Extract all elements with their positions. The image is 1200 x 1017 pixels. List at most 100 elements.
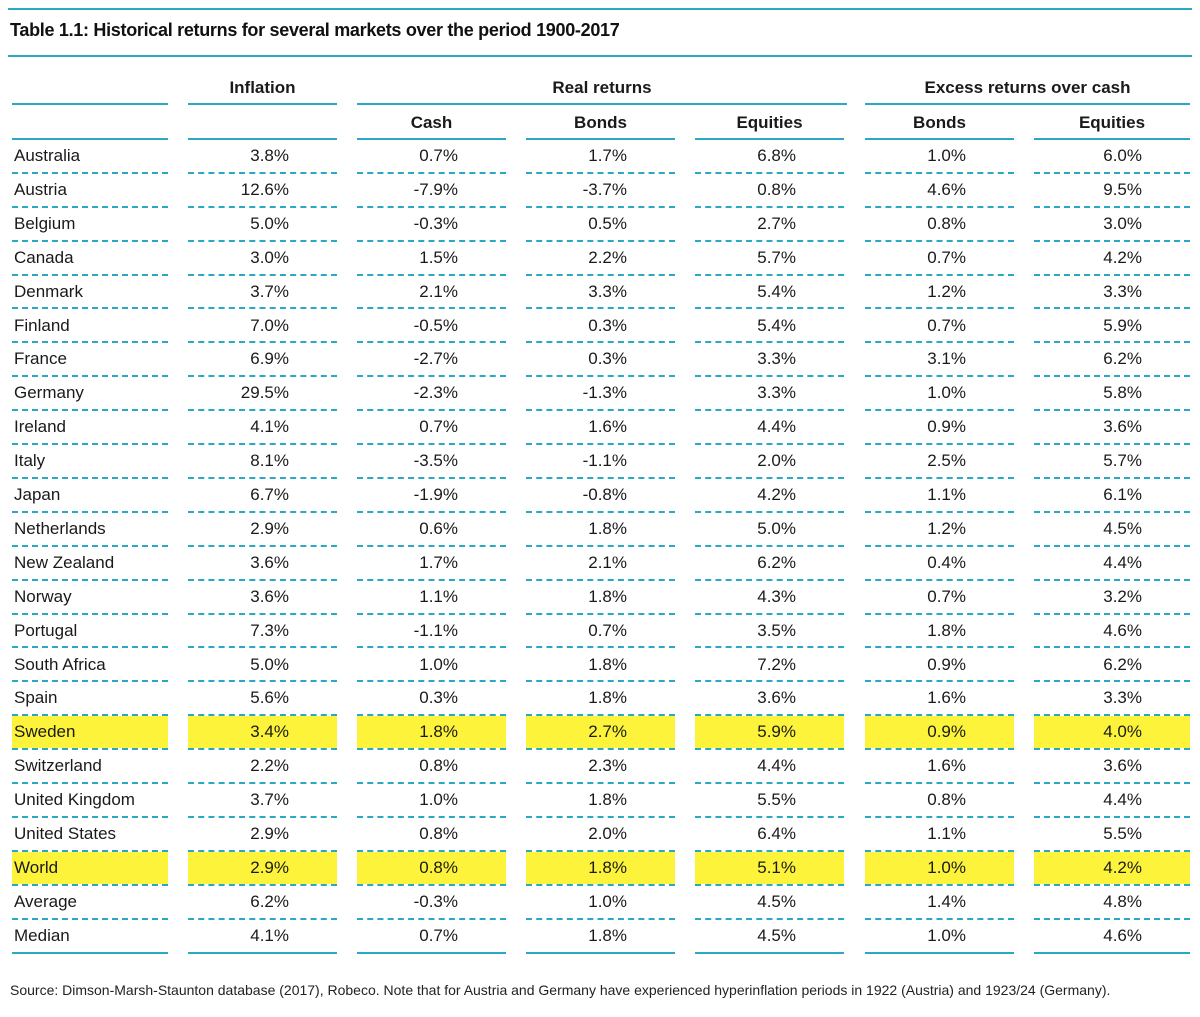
cash-value: 0.6% — [419, 518, 458, 538]
table-title: Table 1.1: Historical returns for severa… — [10, 20, 620, 40]
equities-excess-value: 6.1% — [1103, 485, 1142, 504]
row-rule-dashed — [12, 612, 168, 615]
equities-excess-cell: 4.6% — [1034, 920, 1190, 954]
row-rule-dashed — [188, 680, 337, 683]
row-rule-dashed — [357, 239, 506, 242]
row-rule-dashed — [526, 476, 675, 479]
table-row: Japan 6.7% -1.9% -0.8% 4.2% 1.1% 6.1% — [0, 479, 1200, 513]
row-rule-dashed — [1034, 307, 1190, 310]
bonds-excess-cell: 1.1% — [865, 818, 1014, 852]
row-rule-dashed — [188, 544, 337, 547]
equities-real-cell: 3.3% — [695, 377, 844, 412]
row-rule-dashed — [12, 782, 168, 785]
cash-value: -2.7% — [413, 349, 458, 369]
bonds-real-value: -3.7% — [582, 179, 627, 199]
country-label: Belgium — [14, 213, 76, 233]
row-rule-dashed — [188, 578, 337, 581]
inflation-value: 6.7% — [250, 485, 289, 504]
inflation-cell: 12.6% — [188, 174, 337, 208]
row-rule-dashed — [526, 883, 675, 886]
bonds-real-value: 1.8% — [588, 790, 627, 810]
country-cell: Italy — [12, 445, 168, 479]
row-rule-solid — [526, 951, 675, 954]
cash-value: 1.8% — [419, 722, 458, 742]
equities-excess-value: 4.4% — [1103, 790, 1142, 810]
inflation-value: 2.9% — [250, 518, 289, 538]
row-rule-dashed — [526, 171, 675, 174]
country-label: New Zealand — [14, 552, 115, 572]
bonds-excess-value: 1.1% — [927, 485, 966, 504]
row-rule-dashed — [865, 510, 1014, 513]
bonds-excess-value: 0.7% — [927, 586, 966, 606]
row-rule-dashed — [695, 815, 844, 818]
inflation-value: 5.0% — [250, 213, 289, 233]
row-rule-dashed — [865, 409, 1014, 412]
country-label: Austria — [14, 179, 67, 199]
equities-excess-cell: 3.6% — [1034, 411, 1190, 446]
cash-cell: -7.9% — [357, 174, 506, 208]
inflation-cell: 2.9% — [188, 818, 337, 852]
equities-real-value: 5.4% — [757, 315, 796, 335]
bonds-real-value: 0.3% — [588, 349, 627, 369]
cash-cell: -2.3% — [357, 377, 506, 412]
equities-excess-cell: 3.0% — [1034, 208, 1190, 242]
equities-excess-cell: 9.5% — [1034, 174, 1190, 208]
cash-cell: -0.3% — [357, 886, 506, 920]
country-cell: Norway — [12, 581, 168, 615]
cash-cell: 0.8% — [357, 818, 506, 852]
equities-excess-value: 3.6% — [1103, 417, 1142, 437]
row-rule-dashed — [12, 205, 168, 208]
equities-excess-cell: 6.0% — [1034, 140, 1190, 174]
equities-excess-cell: 3.3% — [1034, 276, 1190, 310]
equities-excess-cell: 4.6% — [1034, 615, 1190, 649]
equities-real-cell: 5.4% — [695, 276, 844, 310]
country-cell: Sweden — [12, 716, 168, 751]
row-rule-dashed — [1034, 443, 1190, 446]
row-rule-dashed — [357, 510, 506, 513]
bonds-real-cell: 0.3% — [526, 343, 675, 378]
cash-value: -2.3% — [413, 383, 458, 403]
row-rule-dashed — [357, 849, 506, 852]
bonds-real-cell: 1.8% — [526, 581, 675, 615]
country-cell: Spain — [12, 682, 168, 717]
equities-excess-cell: 4.8% — [1034, 886, 1190, 920]
equities-real-value: 5.1% — [757, 857, 796, 877]
row-rule-dashed — [695, 578, 844, 581]
header-rule-excess — [865, 103, 1190, 105]
row-rule-dashed — [526, 917, 675, 920]
equities-excess-value: 5.7% — [1103, 451, 1142, 471]
inflation-value: 3.6% — [250, 586, 289, 606]
inflation-value: 3.7% — [250, 790, 289, 810]
bonds-real-cell: 2.7% — [526, 716, 675, 751]
bonds-real-value: 1.0% — [588, 891, 627, 911]
row-rule-dashed — [526, 646, 675, 649]
header-excess-returns: Excess returns over cash — [924, 78, 1131, 97]
row-rule-dashed — [1034, 476, 1190, 479]
row-rule-dashed — [695, 239, 844, 242]
bonds-excess-cell: 0.4% — [865, 547, 1014, 581]
equities-real-value: 2.7% — [757, 213, 796, 233]
row-rule-dashed — [12, 714, 168, 717]
bonds-excess-value: 2.5% — [927, 451, 966, 471]
row-rule-dashed — [188, 239, 337, 242]
row-rule-dashed — [357, 375, 506, 378]
inflation-value: 5.0% — [250, 654, 289, 674]
row-rule-dashed — [1034, 815, 1190, 818]
country-label: Denmark — [14, 281, 83, 301]
equities-real-cell: 5.0% — [695, 513, 844, 547]
cash-value: -0.3% — [413, 891, 458, 911]
table-row: Average 6.2% -0.3% 1.0% 4.5% 1.4% 4.8% — [0, 886, 1200, 920]
row-rule-dashed — [526, 443, 675, 446]
bonds-real-value: 0.3% — [588, 315, 627, 335]
row-rule-dashed — [12, 239, 168, 242]
equities-excess-value: 4.6% — [1103, 925, 1142, 945]
equities-real-value: 4.4% — [757, 756, 796, 776]
cash-value: -1.9% — [413, 485, 458, 504]
row-rule-dashed — [526, 273, 675, 276]
row-rule-dashed — [526, 205, 675, 208]
cash-value: 1.0% — [419, 790, 458, 810]
row-rule-solid — [865, 951, 1014, 954]
row-rule-solid — [357, 951, 506, 954]
top-rule — [8, 8, 1192, 10]
bonds-excess-cell: 1.0% — [865, 377, 1014, 412]
